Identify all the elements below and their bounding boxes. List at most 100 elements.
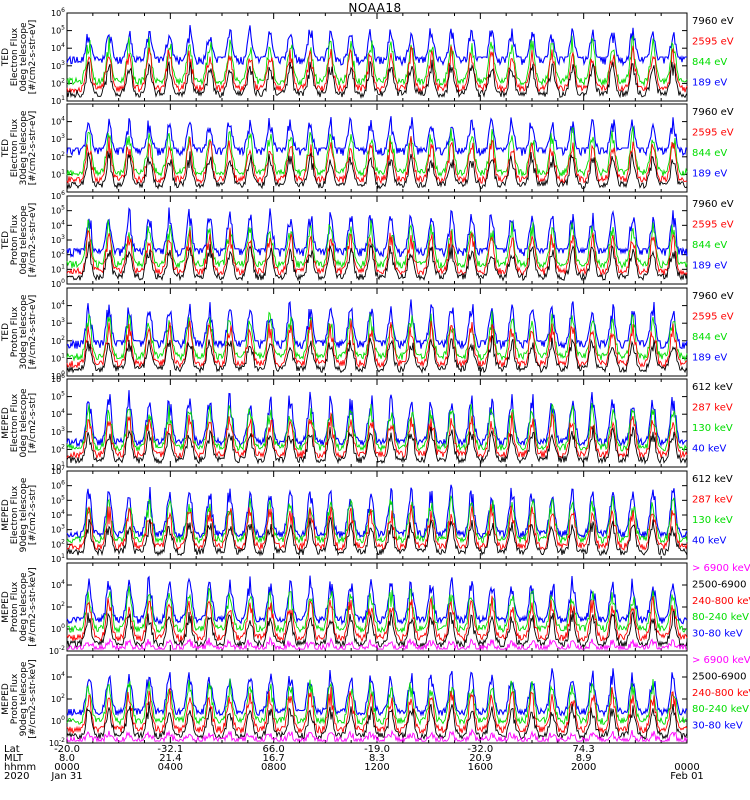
x-axis-lat-label: -20.0 (54, 744, 80, 755)
series-blue-trace (66, 575, 688, 626)
x-axis-mlt-label: 8.9 (576, 753, 592, 764)
y-tick-label: 102 (51, 693, 65, 704)
panel-4: 100 101 102 103 104 TEDProton Flux30deg teles… (1, 287, 734, 381)
legend-entry: 40 keV (692, 536, 726, 547)
legend-entry: 80-240 keV (692, 612, 749, 623)
y-tick-label: 104 (51, 42, 65, 53)
y-axis-label: TEDElectron Flux0deg telescope[#/cm2-s-s… (1, 20, 38, 95)
legend-entry: 844 eV (692, 148, 727, 159)
series-green-trace (66, 34, 688, 87)
legend-entry: 130 keV (692, 423, 733, 434)
y-tick-label: 104 (51, 219, 65, 230)
legend-entry: 2595 eV (692, 220, 734, 231)
x-axis-mlt-label: 16.7 (263, 753, 285, 764)
y-tick-label: 101 (51, 95, 65, 106)
y-tick-label: 102 (51, 249, 65, 260)
legend-entry: 2500-6900 (692, 671, 747, 682)
series-red-trace (66, 686, 688, 735)
x-axis-row-label: 2020 (4, 771, 29, 782)
series-red-trace (66, 412, 688, 460)
legend-entry: 287 keV (692, 403, 733, 414)
y-tick-label: 103 (51, 524, 65, 535)
y-tick-label: 101 (51, 553, 65, 564)
y-tick-label: 100 (51, 715, 65, 726)
series-blue-trace (66, 116, 687, 157)
y-tick-label: 105 (51, 494, 65, 505)
panel-6: 101 102 103 104 105 106 107 MEPEDElectron Flux9… (1, 465, 733, 564)
y-tick-label: 102 (51, 443, 65, 454)
series-red-trace (66, 136, 688, 185)
legend-entry: 844 eV (692, 57, 727, 68)
chart-title: NOAA18 (348, 1, 402, 15)
series-black-trace (66, 610, 688, 649)
panel-2: 101 102 103 104 TEDElectron Flux30deg telesc… (1, 103, 734, 193)
legend-entry: 612 keV (692, 382, 733, 393)
series-black-trace (66, 516, 688, 557)
y-tick-label: 100 (51, 370, 65, 381)
y-axis-label: TEDProton Flux30deg telescope[#/cm2-s-st… (1, 294, 38, 369)
series-green-trace (66, 495, 688, 545)
y-tick-label: 106 (51, 7, 65, 18)
legend-entry: 844 eV (692, 332, 727, 343)
y-tick-label: 104 (51, 579, 65, 590)
legend-entry: 844 eV (692, 240, 727, 251)
legend-entry: 2595 eV (692, 312, 734, 323)
y-tick-label: 101 (51, 461, 65, 472)
panel-7: 10-2 100 102 104 MEPEDProton Flux0deg telesc… (1, 562, 750, 656)
x-axis-row-label: hhmm (4, 762, 36, 773)
series-magenta-trace (66, 636, 687, 651)
y-tick-label: 100 (51, 623, 65, 634)
y-tick-label: 101 (51, 263, 65, 274)
y-tick-label: 105 (51, 391, 65, 402)
legend-entry: > 6900 keV (692, 655, 750, 666)
x-axis-hhmm-label: 0800 (261, 762, 286, 773)
y-tick-label: 106 (51, 190, 65, 201)
legend-entry: 7960 eV (692, 291, 734, 302)
y-tick-label: 102 (51, 538, 65, 549)
y-tick-label: 104 (51, 116, 65, 127)
y-axis-label: MEPEDElectron Flux0deg telescope[#/cm2-s… (1, 388, 38, 458)
series-red-trace (66, 320, 688, 369)
x-axis-row-label: Lat (4, 744, 20, 755)
legend-entry: 30-80 keV (692, 721, 743, 732)
legend-entry: 189 eV (692, 261, 727, 272)
series-blue-trace (66, 390, 688, 448)
series-blue-trace (66, 25, 687, 67)
series-black-trace (66, 335, 688, 374)
legend-entry: 2595 eV (692, 128, 734, 139)
y-tick-label: 103 (51, 133, 65, 144)
series-green-trace (66, 126, 688, 178)
series-black-trace (66, 59, 688, 100)
y-axis-label: MEPEDProton Flux0deg telescope[#/cm2-s-s… (1, 567, 38, 646)
panel-frame (66, 654, 688, 744)
y-tick-label: 102 (51, 151, 65, 162)
legend-entry: > 6900 keV (692, 563, 750, 574)
x-axis-hhmm-label: 0000 (54, 762, 79, 773)
y-tick-label: 104 (51, 300, 65, 311)
legend-entry: 612 keV (692, 474, 733, 485)
y-tick-label: 103 (51, 60, 65, 71)
x-axis-lat-label: 74.3 (573, 744, 595, 755)
panel-1: 101 102 103 104 105 106 TEDElectron Flux0deg t… (1, 7, 734, 106)
series-magenta-trace (66, 728, 688, 743)
x-axis-date-label: Feb 01 (670, 771, 704, 782)
y-tick-label: 103 (51, 317, 65, 328)
y-axis-label: MEPEDProton Flux90deg telescope[#/cm2-s-… (1, 659, 38, 738)
series-blue-trace (67, 299, 688, 351)
x-axis-hhmm-label: 1600 (468, 762, 493, 773)
legend-entry: 240-800 keV (692, 596, 750, 607)
series-black-trace (66, 151, 688, 190)
series-green-trace (66, 402, 688, 453)
series-red-trace (66, 503, 688, 552)
panel-8: 10-2 100 102 104 MEPEDProton Flux90deg teles… (1, 654, 750, 748)
y-tick-label: 10-2 (49, 645, 65, 656)
x-axis-lat-label: -19.0 (364, 744, 390, 755)
x-axis-lat-label: -32.1 (157, 744, 183, 755)
y-axis-label: MEPEDElectron Flux90deg telescope[#/cm2-… (1, 477, 38, 552)
legend-entry: 240-800 keV (692, 688, 750, 699)
series-red-trace (66, 227, 688, 277)
y-tick-label: 102 (51, 77, 65, 88)
legend-entry: 189 eV (692, 353, 727, 364)
panel-5: 101 102 103 104 105 106 MEPEDElectron Flux0deg… (1, 373, 733, 472)
series-blue-trace (66, 668, 688, 718)
